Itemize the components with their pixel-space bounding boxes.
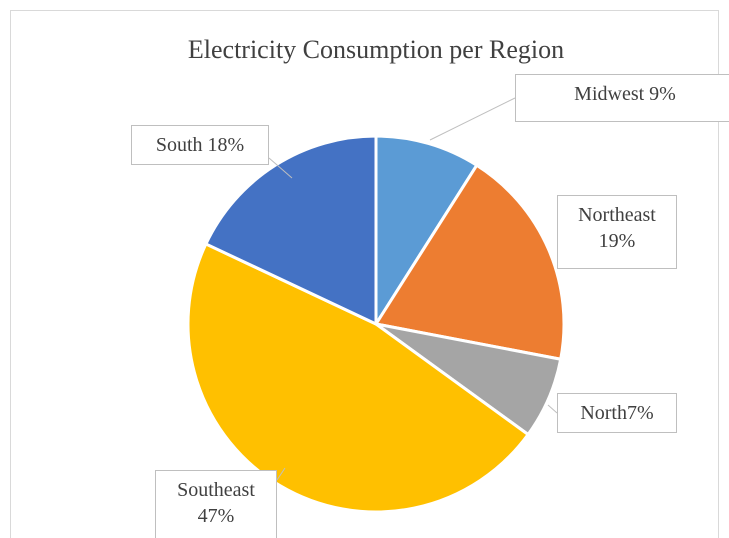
callout-line [547, 404, 558, 414]
data-label: Southeast 47% [155, 470, 277, 538]
callout-line [276, 467, 286, 481]
callout-line [268, 157, 293, 179]
pie-slice [374, 134, 479, 330]
chart-border [10, 10, 719, 538]
pie-slice [373, 163, 566, 361]
pie-slice [203, 134, 378, 327]
data-label: Midwest 9% [515, 74, 729, 122]
chart-title: Electricity Consumption per Region [188, 35, 564, 64]
data-label: South 18% [131, 125, 269, 165]
pie-slice [186, 241, 531, 514]
callout-line [429, 97, 516, 141]
data-label: Northeast 19% [557, 195, 677, 269]
data-label: North7% [557, 393, 677, 433]
